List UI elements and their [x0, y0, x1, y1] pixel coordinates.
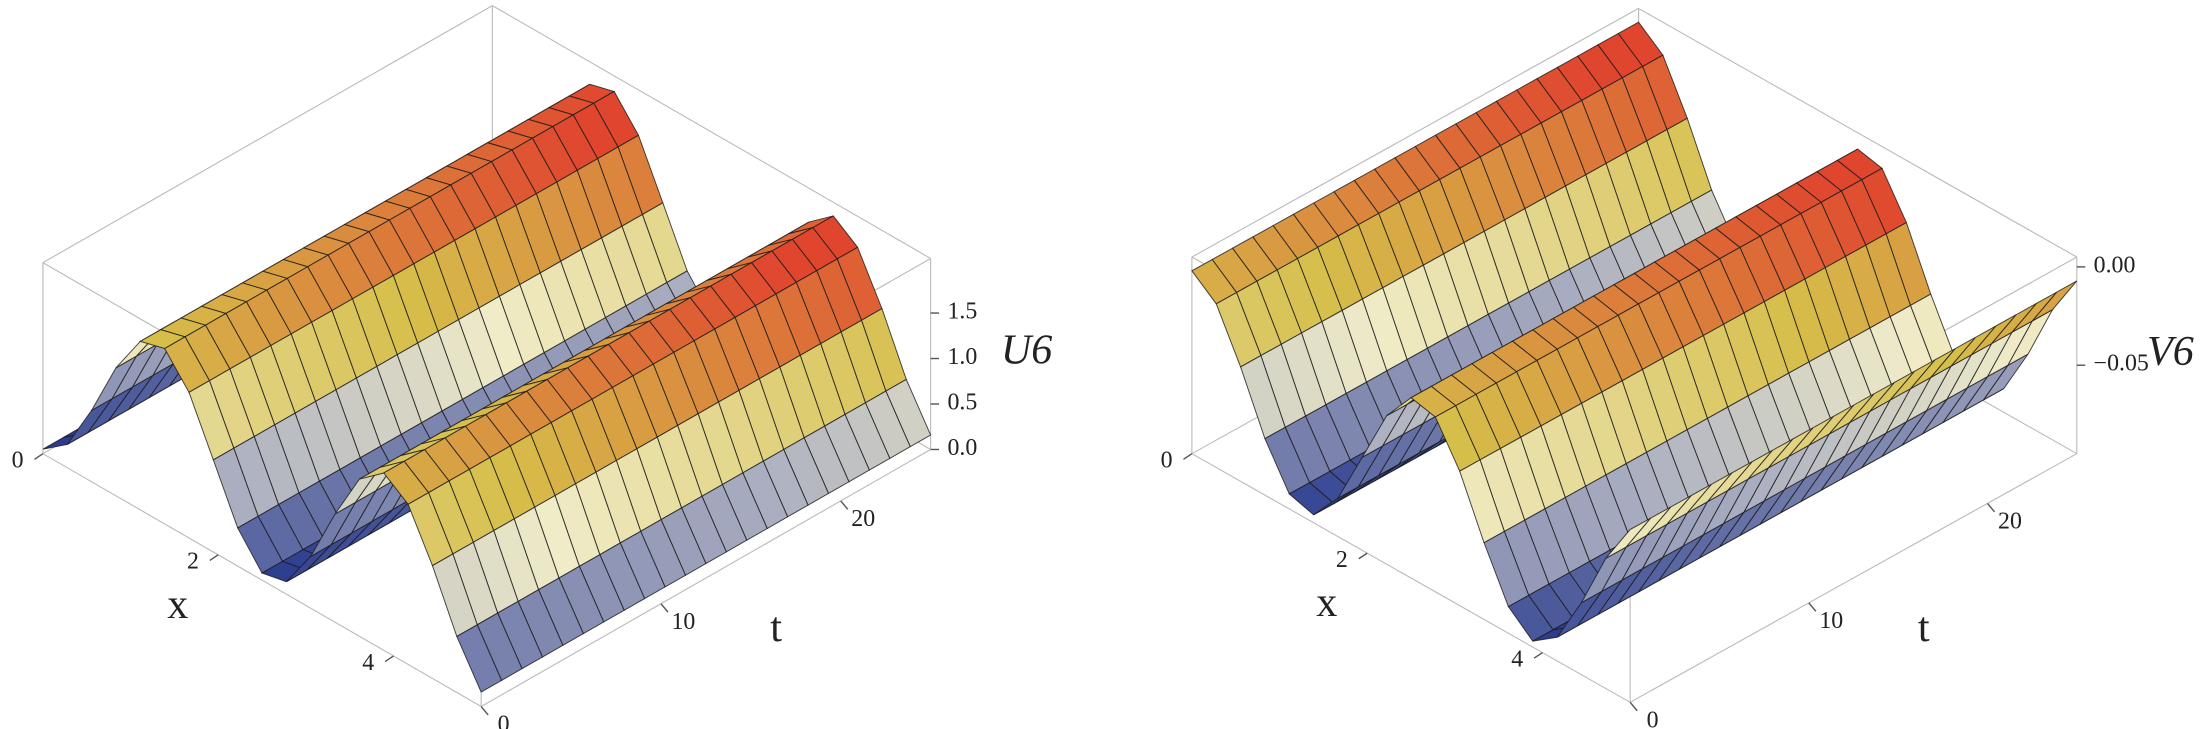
x-tick [1183, 453, 1193, 460]
z-tick-label: 0.5 [947, 389, 977, 415]
z-tick-label: 1.0 [947, 344, 977, 370]
z-tick-label: 0.0 [947, 435, 977, 461]
x-tick-label: 0 [1161, 448, 1173, 474]
z-axis-label: U6 [1001, 327, 1052, 374]
y-tick [1629, 701, 1638, 712]
y-tick [1986, 502, 1996, 513]
surface-patch [1605, 517, 1651, 559]
box-edge [1629, 453, 2078, 703]
x-tick [209, 554, 219, 562]
x-axis-label: x [167, 581, 188, 628]
surface-patch [456, 624, 503, 693]
box-edge [42, 453, 482, 708]
box-edge [480, 448, 931, 708]
y-tick [840, 500, 849, 510]
y-tick-label: 20 [851, 506, 875, 532]
x-tick [1358, 552, 1368, 560]
z-axis-label: V6 [2147, 328, 2194, 375]
x-tick [384, 655, 394, 663]
y-axis-label: t [1918, 604, 1930, 651]
z-tick-label: 0.00 [2094, 252, 2136, 278]
x-tick-label: 2 [1336, 547, 1348, 573]
y-tick-label: 10 [671, 609, 695, 635]
y-tick-label: 0 [498, 712, 510, 729]
y-tick-label: 0 [1647, 707, 1659, 729]
y-tick-label: 20 [1998, 509, 2022, 535]
x-tick-label: 0 [12, 448, 24, 474]
box-edge [492, 5, 931, 259]
x-tick [1533, 652, 1543, 659]
z-tick-label: 1.5 [947, 299, 977, 325]
x-axis-label: x [1316, 579, 1337, 626]
x-tick-label: 4 [362, 650, 374, 676]
box-edge [1191, 7, 1639, 258]
y-axis-label: t [770, 604, 782, 651]
x-tick-label: 4 [1511, 647, 1523, 673]
box-edge [1638, 7, 2078, 258]
y-tick [660, 603, 669, 613]
surface-patch [2031, 280, 2078, 322]
box-edge [1191, 453, 1631, 703]
y-tick [1808, 602, 1817, 612]
x-tick-label: 2 [187, 549, 199, 575]
z-tick-label: −0.05 [2094, 351, 2149, 377]
y-tick-label: 10 [1819, 608, 1843, 634]
box-edge [42, 5, 493, 264]
y-tick [480, 706, 489, 716]
x-tick [34, 453, 44, 460]
